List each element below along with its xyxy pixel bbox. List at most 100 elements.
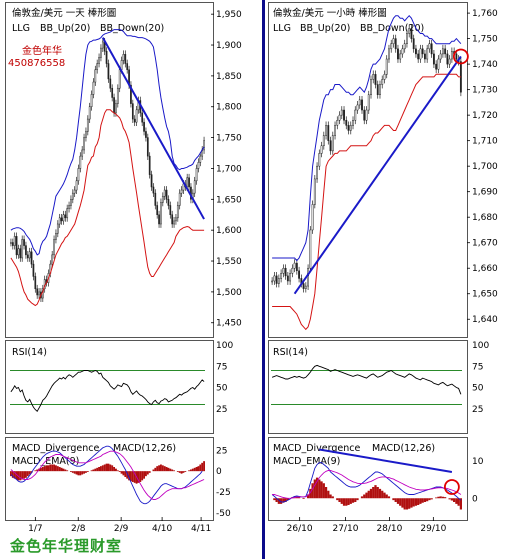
l-candle-body-4 bbox=[17, 248, 20, 256]
l-macd-hist-0 bbox=[10, 471, 12, 477]
r-macd-hist-27 bbox=[331, 496, 334, 499]
l-macd-hist-13 bbox=[34, 470, 37, 472]
l-candle-body-98 bbox=[193, 180, 196, 194]
r-candle-body-27 bbox=[331, 135, 334, 152]
l-macd-hist-53 bbox=[109, 464, 112, 472]
r-trendline bbox=[293, 55, 462, 295]
l-candle-body-72 bbox=[145, 131, 147, 138]
l-candle-body-100 bbox=[197, 162, 200, 169]
l-candle-body-82 bbox=[163, 189, 166, 197]
l-macd-hist-79 bbox=[158, 465, 160, 472]
r-macd-hist-47 bbox=[376, 487, 379, 499]
l-candle-body-99 bbox=[195, 168, 198, 182]
l-candle-body-9 bbox=[26, 254, 29, 259]
l-candle-body-52 bbox=[107, 63, 110, 80]
l-macd-hist-62 bbox=[126, 471, 129, 479]
r-candle-body-75 bbox=[439, 53, 442, 60]
r-price-ytick-4: 1,720 bbox=[472, 111, 498, 121]
l-macd-hist-35 bbox=[75, 471, 78, 475]
l-macd-hist-95 bbox=[188, 470, 190, 472]
r-candle-body-22 bbox=[320, 145, 323, 154]
l-candle-body-62 bbox=[126, 63, 129, 70]
l-candle-body-10 bbox=[28, 251, 31, 259]
l-macd-hist-43 bbox=[90, 470, 93, 472]
r-macd-hist-79 bbox=[448, 498, 451, 500]
l-price-ytick-8: 1,550 bbox=[216, 257, 242, 267]
l-macd-hist-64 bbox=[130, 471, 132, 482]
l-macd-ytick-1: 0 bbox=[216, 467, 222, 477]
left-macd-frame bbox=[5, 437, 214, 521]
l-candle-body-25 bbox=[56, 223, 59, 234]
r-candle-body-56 bbox=[397, 48, 399, 60]
r-price-ytick-9: 1,670 bbox=[472, 239, 498, 249]
l-macd-hist-63 bbox=[128, 471, 130, 481]
right-rsi-label: RSI(14) bbox=[273, 347, 308, 358]
r-macd-hist-44 bbox=[369, 488, 373, 499]
l-macd-hist-84 bbox=[167, 467, 170, 472]
l-candle-body-83 bbox=[165, 189, 168, 200]
r-macd-hist-20 bbox=[315, 477, 319, 499]
r-price-ytick-6: 1,700 bbox=[472, 162, 498, 172]
l-candle-body-61 bbox=[124, 54, 127, 64]
l-candle-body-86 bbox=[171, 214, 174, 225]
r-candle-body-54 bbox=[392, 38, 395, 44]
l-macd-hist-38 bbox=[81, 471, 84, 475]
l-macd-hist-59 bbox=[120, 471, 123, 474]
r-candle-body-60 bbox=[406, 33, 408, 44]
r-rsi-line bbox=[271, 364, 462, 395]
r-candle-body-10 bbox=[293, 262, 296, 269]
l-candle-body-94 bbox=[186, 177, 189, 188]
l-macd-hist-7 bbox=[23, 471, 25, 479]
r-candle-body-82 bbox=[455, 53, 458, 60]
l-candle-body-75 bbox=[150, 174, 153, 188]
l-candle-body-85 bbox=[169, 205, 172, 215]
panel-divider bbox=[262, 0, 265, 559]
l-candle-body-24 bbox=[55, 233, 57, 240]
left-chart-title: 倫敦金/美元 一天 棒形圖 bbox=[12, 7, 116, 19]
r-macd-hist-62 bbox=[410, 498, 413, 508]
l-xtick-1: 2/8 bbox=[71, 524, 86, 534]
r-candle-body-2 bbox=[275, 275, 278, 284]
r-candle-body-64 bbox=[415, 48, 417, 55]
l-macd-hist-29 bbox=[64, 469, 67, 472]
l-xtick-3: 4/10 bbox=[152, 524, 172, 534]
r-price-ytick-5: 1,710 bbox=[472, 137, 498, 147]
r-macd-hist-67 bbox=[421, 498, 424, 503]
l-candle-body-8 bbox=[25, 245, 27, 256]
r-macd-hist-56 bbox=[396, 498, 400, 504]
r-rsi-ytick-3: 25 bbox=[472, 405, 483, 415]
right-legend-llg: LLG bbox=[273, 23, 291, 34]
l-macd-hist-92 bbox=[182, 471, 185, 473]
r-candle-body-40 bbox=[361, 99, 363, 111]
l-macd-hist-65 bbox=[131, 471, 134, 482]
l-candle-body-84 bbox=[167, 199, 170, 206]
r-rsi-ytick-0: 100 bbox=[472, 341, 489, 351]
l-price-ytick-9: 1,500 bbox=[216, 288, 242, 298]
r-candle-body-33 bbox=[345, 120, 348, 126]
l-macd-hist-71 bbox=[143, 471, 145, 479]
l-candle-body-22 bbox=[51, 254, 54, 265]
r-macd-hist-75 bbox=[439, 496, 442, 499]
l-macd-hist-73 bbox=[146, 471, 149, 475]
r-macd-hist-46 bbox=[374, 485, 377, 499]
l-macd-hist-81 bbox=[161, 465, 164, 472]
r-candle-body-32 bbox=[343, 109, 345, 121]
r-candle-body-52 bbox=[388, 48, 390, 60]
l-macd-hist-61 bbox=[124, 471, 127, 477]
r-candle-body-65 bbox=[417, 53, 420, 60]
r-macd-hist-32 bbox=[342, 498, 346, 506]
r-candle-body-31 bbox=[340, 109, 343, 116]
l-macd-hist-5 bbox=[19, 471, 22, 481]
r-macd-hist-43 bbox=[367, 490, 370, 499]
l-candle-body-23 bbox=[53, 239, 55, 256]
l-candle-body-36 bbox=[77, 168, 80, 182]
r-macd-hist-25 bbox=[327, 490, 330, 499]
r-macd-hist-61 bbox=[408, 498, 411, 509]
l-price-ytick-5: 1,700 bbox=[216, 164, 242, 174]
l-macd-hist-24 bbox=[55, 465, 57, 472]
l-macd-hist-41 bbox=[86, 471, 89, 472]
r-macd-hist-50 bbox=[383, 492, 386, 499]
l-candle-body-78 bbox=[156, 205, 159, 215]
l-candle-body-42 bbox=[88, 106, 91, 120]
